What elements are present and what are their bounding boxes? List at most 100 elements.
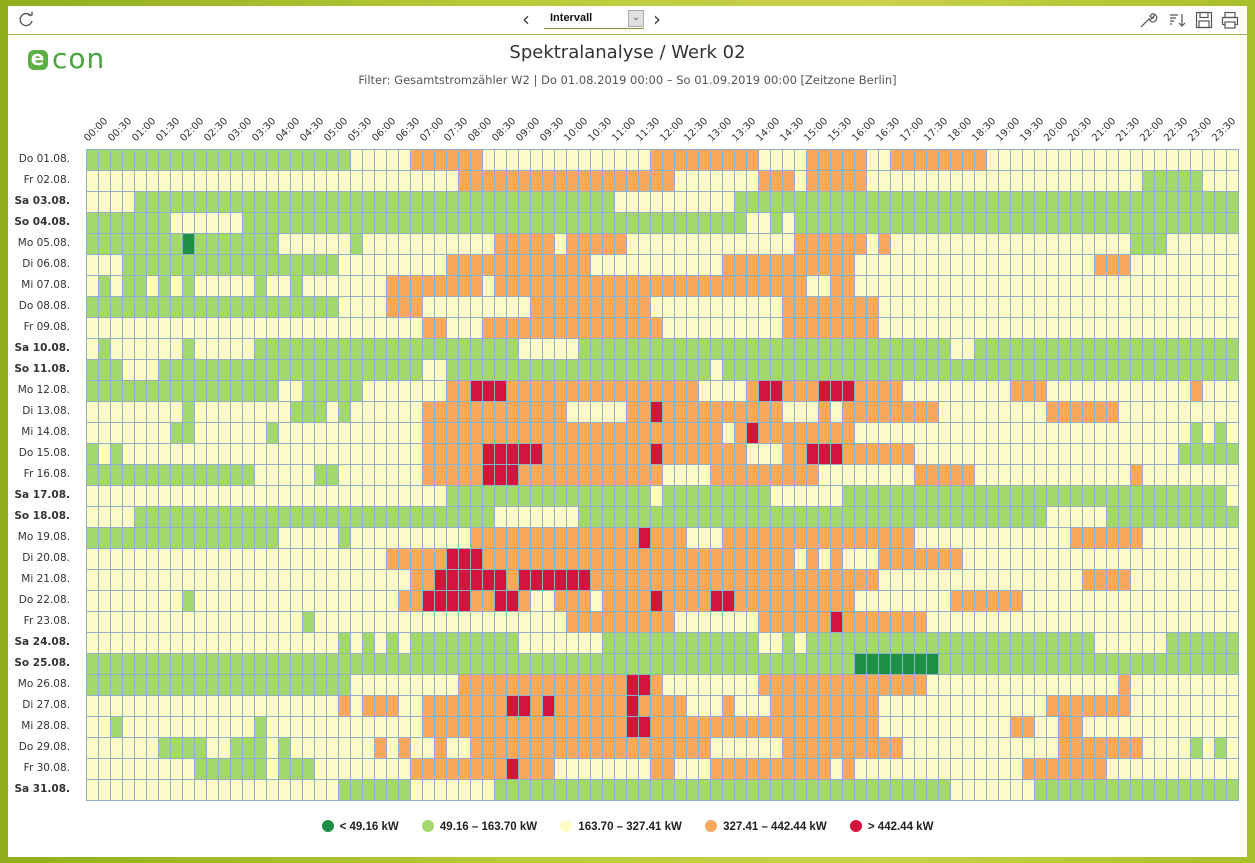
heatmap-cell[interactable]: [771, 213, 782, 233]
heatmap-cell[interactable]: [423, 339, 434, 359]
heatmap-cell[interactable]: [687, 591, 698, 611]
heatmap-cell[interactable]: [1095, 717, 1106, 737]
heatmap-cell[interactable]: [603, 276, 614, 296]
heatmap-cell[interactable]: [855, 213, 866, 233]
heatmap-cell[interactable]: [1119, 696, 1130, 716]
heatmap-cell[interactable]: [399, 171, 410, 191]
heatmap-cell[interactable]: [183, 276, 194, 296]
heatmap-cell[interactable]: [795, 675, 806, 695]
heatmap-cell[interactable]: [339, 192, 350, 212]
heatmap-cell[interactable]: [555, 654, 566, 674]
heatmap-cell[interactable]: [1071, 276, 1082, 296]
heatmap-cell[interactable]: [219, 402, 230, 422]
heatmap-cell[interactable]: [663, 318, 674, 338]
heatmap-cell[interactable]: [807, 465, 818, 485]
heatmap-cell[interactable]: [1035, 234, 1046, 254]
heatmap-cell[interactable]: [1011, 297, 1022, 317]
heatmap-cell[interactable]: [627, 465, 638, 485]
heatmap-cell[interactable]: [675, 234, 686, 254]
heatmap-cell[interactable]: [1155, 717, 1166, 737]
heatmap-cell[interactable]: [543, 255, 554, 275]
heatmap-cell[interactable]: [123, 381, 134, 401]
heatmap-cell[interactable]: [627, 696, 638, 716]
heatmap-cell[interactable]: [867, 381, 878, 401]
heatmap-cell[interactable]: [315, 465, 326, 485]
heatmap-cell[interactable]: [783, 213, 794, 233]
heatmap-cell[interactable]: [171, 528, 182, 548]
heatmap-cell[interactable]: [1227, 150, 1238, 170]
heatmap-cell[interactable]: [231, 633, 242, 653]
heatmap-cell[interactable]: [987, 780, 998, 800]
heatmap-cell[interactable]: [231, 402, 242, 422]
heatmap-cell[interactable]: [387, 759, 398, 779]
heatmap-cell[interactable]: [831, 759, 842, 779]
heatmap-cell[interactable]: [999, 381, 1010, 401]
heatmap-cell[interactable]: [267, 507, 278, 527]
heatmap-cell[interactable]: [987, 591, 998, 611]
heatmap-cell[interactable]: [927, 675, 938, 695]
interval-select[interactable]: Intervall ⌄: [544, 10, 644, 29]
heatmap-cell[interactable]: [363, 339, 374, 359]
heatmap-cell[interactable]: [495, 234, 506, 254]
heatmap-cell[interactable]: [939, 675, 950, 695]
heatmap-cell[interactable]: [483, 759, 494, 779]
heatmap-cell[interactable]: [543, 486, 554, 506]
heatmap-cell[interactable]: [903, 759, 914, 779]
heatmap-cell[interactable]: [87, 528, 98, 548]
heatmap-cell[interactable]: [627, 171, 638, 191]
heatmap-cell[interactable]: [507, 486, 518, 506]
heatmap-cell[interactable]: [1191, 654, 1202, 674]
heatmap-cell[interactable]: [711, 276, 722, 296]
heatmap-cell[interactable]: [843, 486, 854, 506]
heatmap-cell[interactable]: [243, 150, 254, 170]
heatmap-cell[interactable]: [1155, 696, 1166, 716]
heatmap-cell[interactable]: [507, 339, 518, 359]
heatmap-cell[interactable]: [159, 633, 170, 653]
heatmap-cell[interactable]: [339, 276, 350, 296]
heatmap-cell[interactable]: [387, 465, 398, 485]
heatmap-cell[interactable]: [1191, 255, 1202, 275]
heatmap-cell[interactable]: [603, 591, 614, 611]
heatmap-cell[interactable]: [603, 339, 614, 359]
heatmap-cell[interactable]: [999, 297, 1010, 317]
heatmap-cell[interactable]: [735, 570, 746, 590]
heatmap-cell[interactable]: [1047, 549, 1058, 569]
heatmap-cell[interactable]: [663, 570, 674, 590]
heatmap-cell[interactable]: [675, 738, 686, 758]
heatmap-cell[interactable]: [423, 150, 434, 170]
heatmap-cell[interactable]: [447, 528, 458, 548]
heatmap-cell[interactable]: [831, 717, 842, 737]
heatmap-cell[interactable]: [1119, 360, 1130, 380]
heatmap-cell[interactable]: [267, 339, 278, 359]
heatmap-cell[interactable]: [867, 507, 878, 527]
heatmap-cell[interactable]: [1107, 276, 1118, 296]
heatmap-cell[interactable]: [843, 570, 854, 590]
heatmap-cell[interactable]: [1095, 276, 1106, 296]
heatmap-cell[interactable]: [567, 591, 578, 611]
heatmap-cell[interactable]: [399, 654, 410, 674]
heatmap-cell[interactable]: [783, 171, 794, 191]
heatmap-cell[interactable]: [1035, 192, 1046, 212]
heatmap-cell[interactable]: [927, 171, 938, 191]
heatmap-cell[interactable]: [867, 276, 878, 296]
heatmap-cell[interactable]: [1047, 486, 1058, 506]
heatmap-cell[interactable]: [495, 759, 506, 779]
heatmap-cell[interactable]: [687, 738, 698, 758]
heatmap-cell[interactable]: [939, 465, 950, 485]
heatmap-cell[interactable]: [363, 528, 374, 548]
heatmap-cell[interactable]: [471, 591, 482, 611]
heatmap-cell[interactable]: [1143, 570, 1154, 590]
heatmap-cell[interactable]: [519, 654, 530, 674]
heatmap-cell[interactable]: [867, 150, 878, 170]
heatmap-cell[interactable]: [99, 570, 110, 590]
heatmap-cell[interactable]: [387, 255, 398, 275]
heatmap-cell[interactable]: [291, 318, 302, 338]
heatmap-cell[interactable]: [1227, 570, 1238, 590]
heatmap-cell[interactable]: [795, 486, 806, 506]
heatmap-cell[interactable]: [1191, 150, 1202, 170]
heatmap-cell[interactable]: [459, 297, 470, 317]
heatmap-cell[interactable]: [111, 675, 122, 695]
heatmap-cell[interactable]: [843, 318, 854, 338]
heatmap-cell[interactable]: [1059, 423, 1070, 443]
heatmap-cell[interactable]: [555, 528, 566, 548]
